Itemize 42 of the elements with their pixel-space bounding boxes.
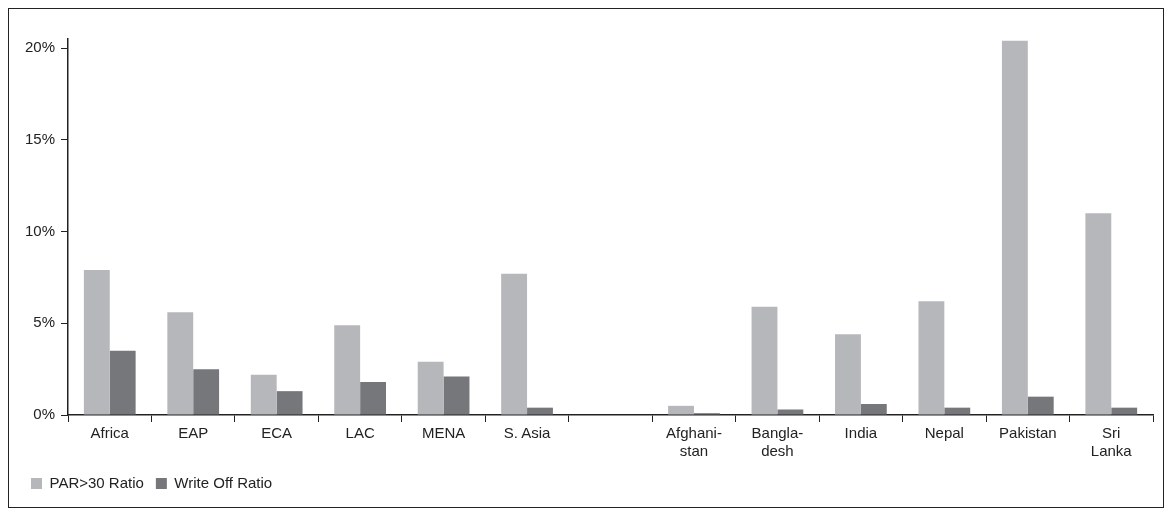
- bar: [193, 369, 220, 415]
- x-tick-label: Sri Lanka: [1090, 424, 1133, 460]
- x-tick-label: Pakistan: [999, 424, 1057, 442]
- x-tick-label: S. Asia: [503, 424, 552, 442]
- bar: [527, 407, 553, 415]
- bar: [668, 405, 694, 415]
- bar: [83, 270, 110, 415]
- bar: [777, 409, 804, 415]
- bar: [1027, 396, 1054, 415]
- bar: [501, 273, 528, 415]
- legend-label: PAR>30 Ratio: [49, 473, 144, 491]
- bar: [835, 334, 861, 415]
- y-tick-label: 10%: [24, 221, 56, 239]
- x-tick-label: ECA: [261, 424, 293, 442]
- y-tick-label: 15%: [24, 130, 56, 148]
- bar: [1085, 213, 1112, 415]
- bar: [167, 312, 194, 415]
- x-tick-label: MENA: [421, 424, 466, 442]
- x-tick-label: Nepal: [924, 424, 964, 442]
- bar: [1001, 40, 1028, 415]
- x-tick-label: Bangla- desh: [751, 424, 804, 460]
- bar: [417, 361, 444, 415]
- x-tick-label: Afghani- stan: [666, 424, 722, 460]
- x-tick-label: Africa: [90, 424, 130, 442]
- bar: [1111, 407, 1138, 415]
- y-tick-label: 5%: [33, 313, 56, 331]
- bar: [918, 301, 945, 415]
- x-tick-label: India: [844, 424, 878, 442]
- bar: [250, 374, 277, 415]
- bar: [443, 376, 470, 415]
- bar: [334, 325, 361, 415]
- bar: [944, 407, 971, 415]
- y-tick-label: 0%: [33, 405, 56, 423]
- x-tick-label: LAC: [345, 424, 375, 442]
- legend-label: Write Off Ratio: [174, 473, 273, 491]
- bar: [360, 381, 386, 415]
- y-tick-label: 20%: [24, 38, 56, 56]
- bar: [276, 391, 303, 415]
- bar: [109, 350, 136, 415]
- x-tick-label: EAP: [178, 424, 209, 442]
- bar: [860, 404, 887, 415]
- bar: [751, 306, 778, 415]
